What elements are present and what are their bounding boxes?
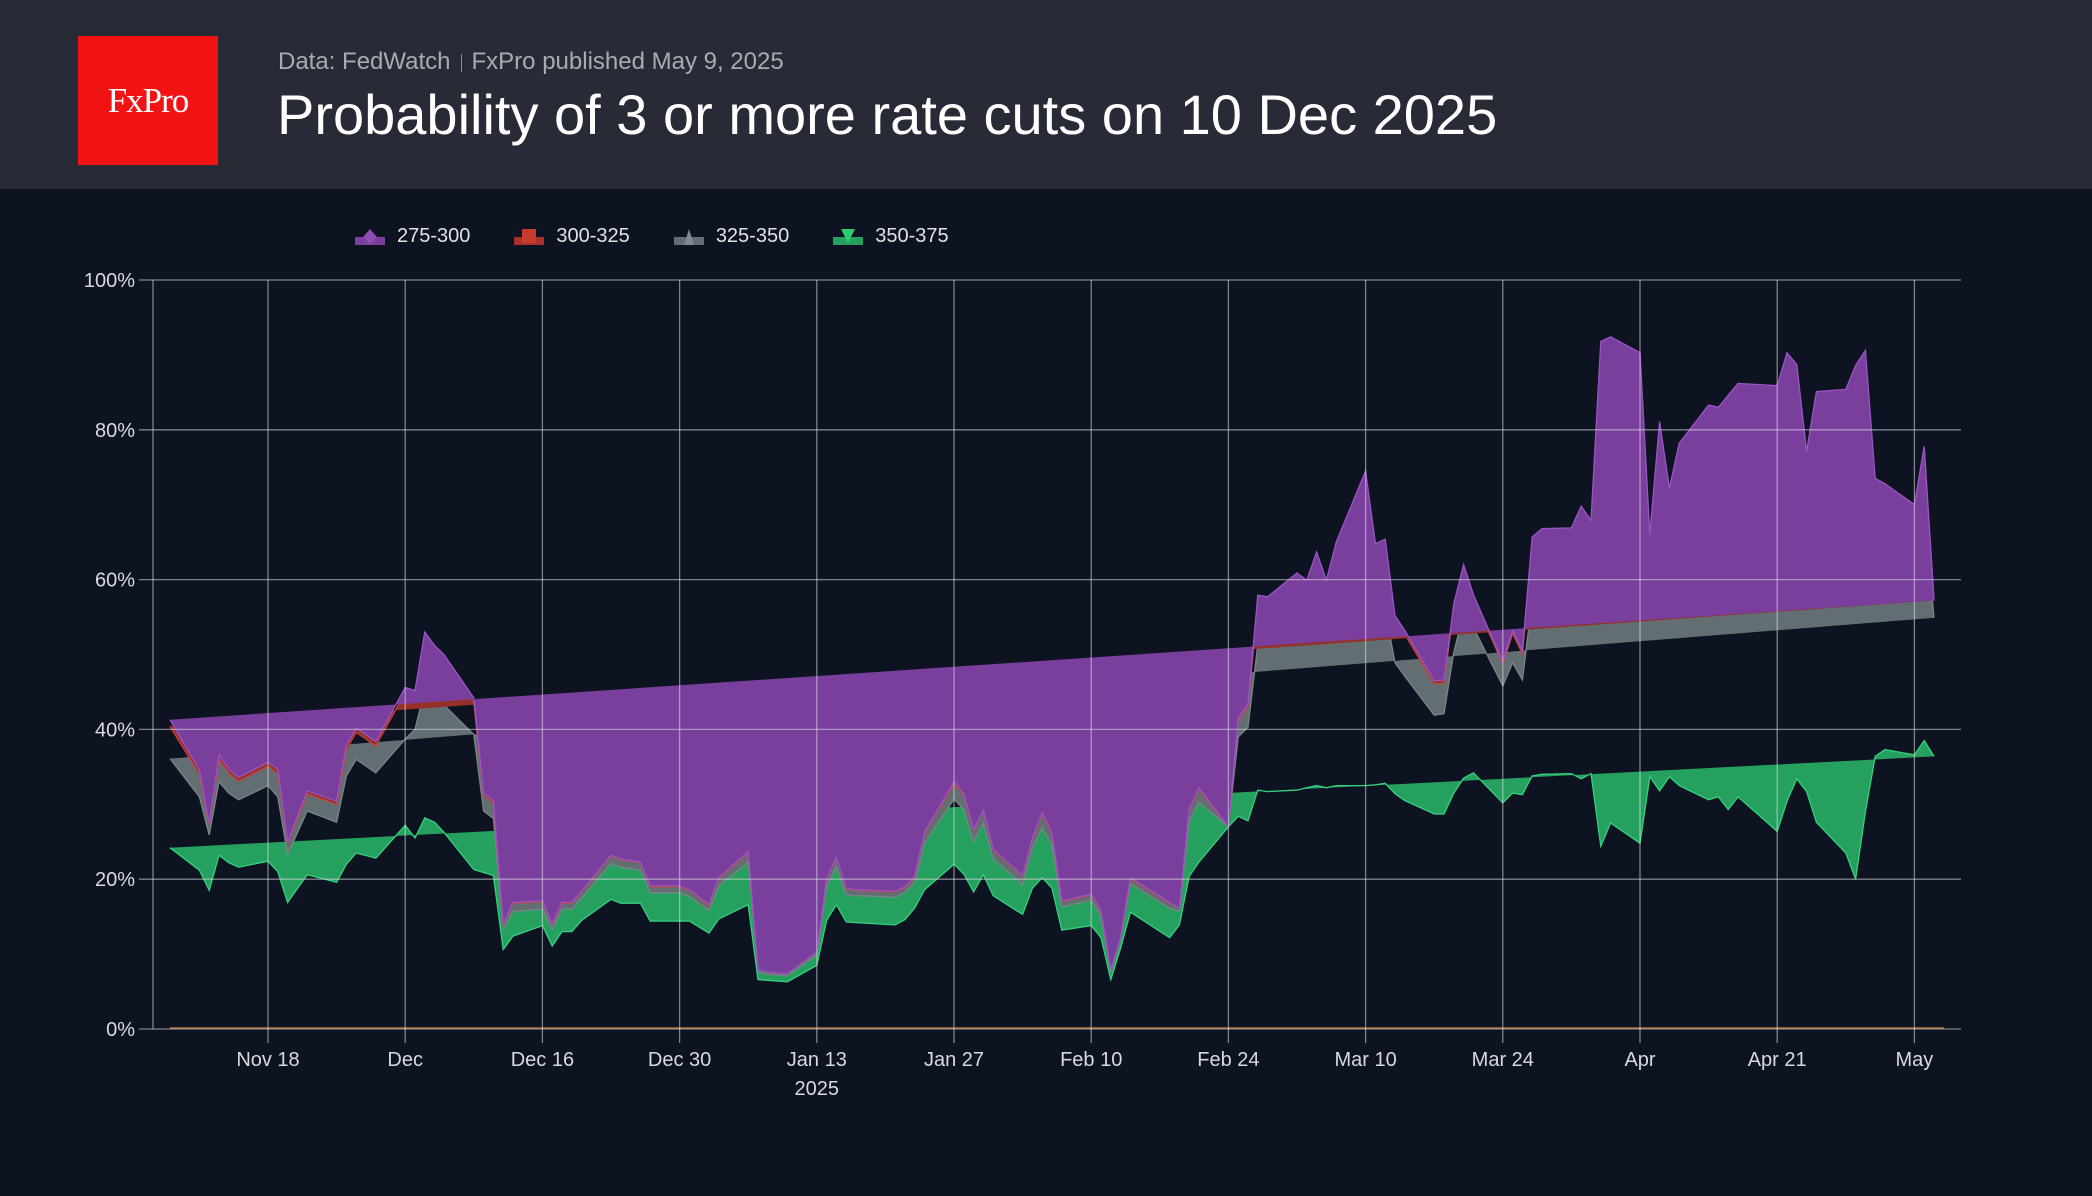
x-tick-label: Mar 10	[1334, 1049, 1396, 1071]
header-bar: FxPro Data: FedWatch FxPro published May …	[0, 0, 2092, 189]
grid: 0% 20% 40% 60% 80% 100% Nov 18 Dec Dec 16 Dec 30 J…	[84, 270, 1961, 1100]
legend-label: 325-350	[715, 225, 790, 247]
area-layer	[169, 336, 1944, 1029]
y-tick-label: 80%	[95, 420, 135, 442]
legend-swatch-325-350-icon	[673, 228, 704, 245]
legend-label: 300-325	[556, 225, 630, 247]
fxpro-logo: FxPro	[78, 36, 218, 165]
data-source: Data: FedWatch	[278, 48, 451, 75]
legend-swatch-300-325-icon	[514, 228, 545, 245]
x-tick-label: Nov 18	[236, 1049, 299, 1071]
chart-subtitle: Data: FedWatch FxPro published May 9, 202…	[278, 48, 784, 76]
x-tick-label: May	[1896, 1049, 1934, 1071]
x-tick-label: Jan 27	[924, 1049, 984, 1071]
y-tick-label: 20%	[95, 869, 135, 891]
x-tick-label: Dec 30	[648, 1049, 711, 1071]
legend-item-350-375[interactable]: 350-375	[833, 225, 949, 248]
legend-item-300-325[interactable]: 300-325	[514, 225, 630, 248]
legend: 275-300 300-325 325-350 350-375	[355, 225, 993, 248]
x-tick-label: Apr 21	[1748, 1049, 1807, 1071]
x-tick-year-label: 2025	[795, 1078, 840, 1100]
legend-swatch-350-375-icon	[833, 228, 864, 245]
separator	[460, 53, 462, 72]
x-tick-label: Jan 13	[787, 1049, 847, 1071]
x-tick-label: Feb 10	[1060, 1049, 1122, 1071]
x-tick-label: Apr	[1624, 1049, 1655, 1071]
x-tick-label: Feb 24	[1197, 1049, 1259, 1071]
y-tick-label: 40%	[95, 719, 135, 741]
legend-item-325-350[interactable]: 325-350	[673, 225, 790, 248]
legend-swatch-275-300-icon	[355, 228, 385, 245]
y-tick-label: 0%	[106, 1019, 135, 1041]
legend-item-275-300[interactable]: 275-300	[355, 225, 470, 248]
logo-text: FxPro	[107, 80, 190, 120]
y-tick-label: 60%	[95, 570, 135, 592]
x-tick-label: Mar 24	[1472, 1049, 1534, 1071]
x-tick-label: Dec 16	[511, 1049, 574, 1071]
legend-label: 350-375	[875, 225, 949, 247]
legend-label: 275-300	[397, 225, 471, 247]
publisher-note: FxPro published May 9, 2025	[471, 48, 784, 75]
y-tick-label: 100%	[84, 270, 135, 292]
chart-title: Probability of 3 or more rate cuts on 10…	[277, 83, 1498, 146]
area-350-375	[170, 740, 1934, 982]
area-275-300	[170, 336, 1934, 974]
x-tick-label: Dec	[387, 1049, 423, 1071]
